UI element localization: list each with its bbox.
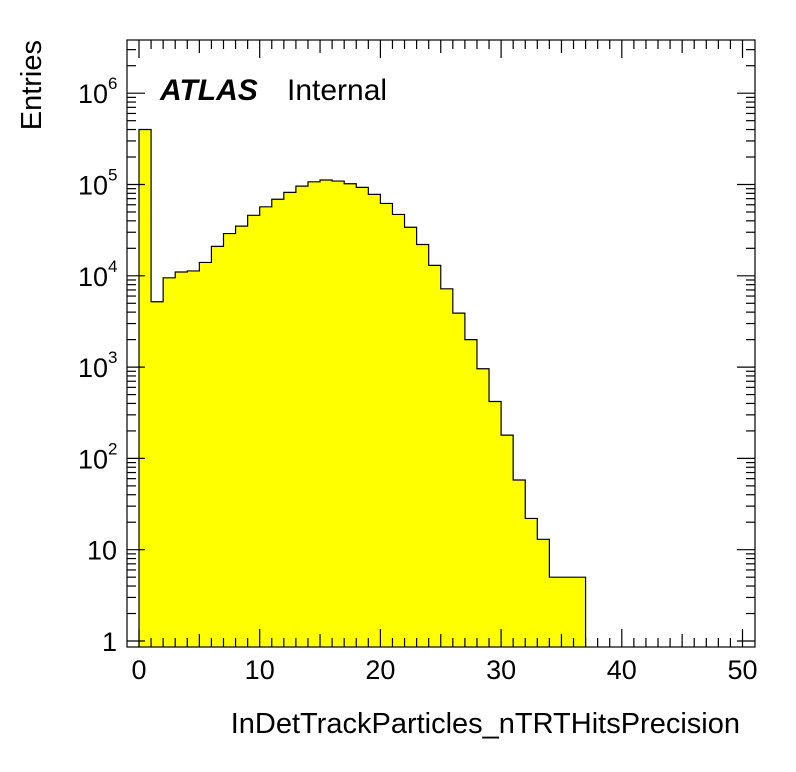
histogram-bar: [549, 577, 562, 647]
histogram-bar: [320, 180, 333, 647]
histogram-bar: [404, 227, 418, 647]
y-tick-label: 10: [78, 444, 108, 474]
y-tick-label: 10: [78, 79, 108, 109]
histogram-bar: [247, 215, 261, 647]
y-tick-label: 10: [87, 536, 117, 566]
x-tick-label: 20: [365, 655, 395, 685]
x-tick-label: 50: [727, 655, 757, 685]
y-axis-title: Entries: [16, 40, 48, 130]
histogram-bar: [489, 401, 502, 647]
histogram-bar: [416, 244, 430, 647]
histogram-bar: [525, 518, 538, 647]
histogram-bar: [440, 288, 454, 647]
histogram-bar: [307, 181, 321, 647]
y-tick-exponent: 6: [108, 74, 117, 93]
histogram-bar: [537, 539, 550, 647]
histogram-bar: [235, 226, 249, 647]
histogram-bar: [271, 199, 285, 647]
histogram-bar: [163, 277, 176, 647]
histogram-bar: [223, 233, 236, 647]
histogram-bar: [452, 313, 466, 647]
histogram-bar: [259, 206, 273, 647]
histogram-bar: [380, 203, 393, 647]
atlas-label: ATLAS: [159, 74, 258, 107]
y-tick-exponent: 5: [108, 166, 117, 185]
y-tick-label: 1: [102, 627, 117, 657]
histogram-bar: [175, 272, 188, 647]
histogram-bar: [392, 214, 405, 647]
x-tick-label: 40: [607, 655, 637, 685]
y-tick-label: 10: [78, 262, 108, 292]
histogram-bar: [501, 435, 514, 647]
y-tick-exponent: 4: [108, 257, 117, 276]
histogram-bar: [295, 186, 309, 647]
y-tick-label: 10: [78, 353, 108, 383]
histogram-bar: [368, 194, 381, 648]
histogram-bar: [139, 129, 152, 647]
x-axis-title: InDetTrackParticles_nTRTHitsPrecision: [231, 708, 740, 740]
histogram-outline: [138, 128, 587, 647]
histogram-bar: [211, 246, 224, 647]
histogram-bar: [283, 192, 297, 648]
histogram-bar: [187, 270, 200, 647]
histogram-bar: [199, 262, 212, 647]
histogram-bar: [332, 181, 345, 648]
y-tick-exponent: 3: [108, 348, 117, 367]
histogram-bar: [428, 265, 442, 647]
plot-frame: [126, 39, 756, 648]
x-tick-label: 30: [486, 655, 516, 685]
histogram-bar: [573, 577, 586, 647]
histogram-bar: [464, 339, 478, 647]
histogram-bar: [476, 368, 490, 647]
histogram-bar: [513, 479, 526, 647]
x-tick-labels: 0 10 20 30 40 50: [131, 655, 757, 685]
y-tick-exponent: 2: [108, 439, 117, 458]
internal-label: Internal: [287, 74, 387, 107]
x-tick-label: 10: [245, 655, 275, 685]
histogram-bar: [356, 187, 369, 647]
y-tick-label: 10: [78, 171, 108, 201]
histogram-bars: [139, 129, 586, 648]
x-tick-label: 0: [131, 655, 146, 685]
axis-ticks: [127, 40, 755, 647]
histogram-bar: [151, 301, 164, 647]
histogram-bar: [561, 577, 574, 647]
histogram-bar: [344, 183, 357, 648]
